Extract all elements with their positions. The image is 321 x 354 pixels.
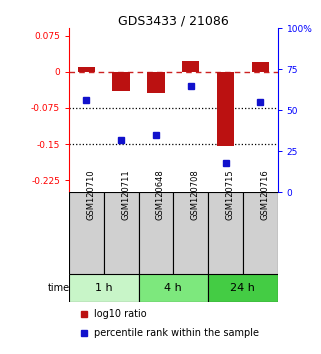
Text: GSM120710: GSM120710: [86, 170, 95, 220]
Bar: [252, 62, 269, 72]
Text: percentile rank within the sample: percentile rank within the sample: [94, 328, 259, 338]
Bar: [139, 192, 173, 274]
Text: GSM120711: GSM120711: [121, 170, 130, 220]
Bar: [208, 274, 278, 302]
Bar: [208, 192, 243, 274]
Text: time: time: [48, 283, 70, 293]
Text: GSM120716: GSM120716: [260, 169, 269, 220]
Bar: [243, 192, 278, 274]
Text: GSM120715: GSM120715: [225, 170, 235, 220]
Bar: [104, 192, 139, 274]
Bar: [173, 192, 208, 274]
Text: GSM120708: GSM120708: [191, 169, 200, 220]
Bar: [147, 72, 165, 93]
Text: 24 h: 24 h: [230, 283, 255, 293]
Text: log10 ratio: log10 ratio: [94, 309, 147, 319]
Bar: [182, 61, 199, 72]
Text: GSM120648: GSM120648: [156, 169, 165, 220]
Bar: [217, 72, 234, 147]
Title: GDS3433 / 21086: GDS3433 / 21086: [118, 14, 229, 27]
Bar: [69, 274, 139, 302]
Bar: [139, 274, 208, 302]
Text: 4 h: 4 h: [164, 283, 182, 293]
Bar: [78, 67, 95, 72]
Text: 1 h: 1 h: [95, 283, 113, 293]
Bar: [69, 192, 104, 274]
Bar: [112, 72, 130, 91]
